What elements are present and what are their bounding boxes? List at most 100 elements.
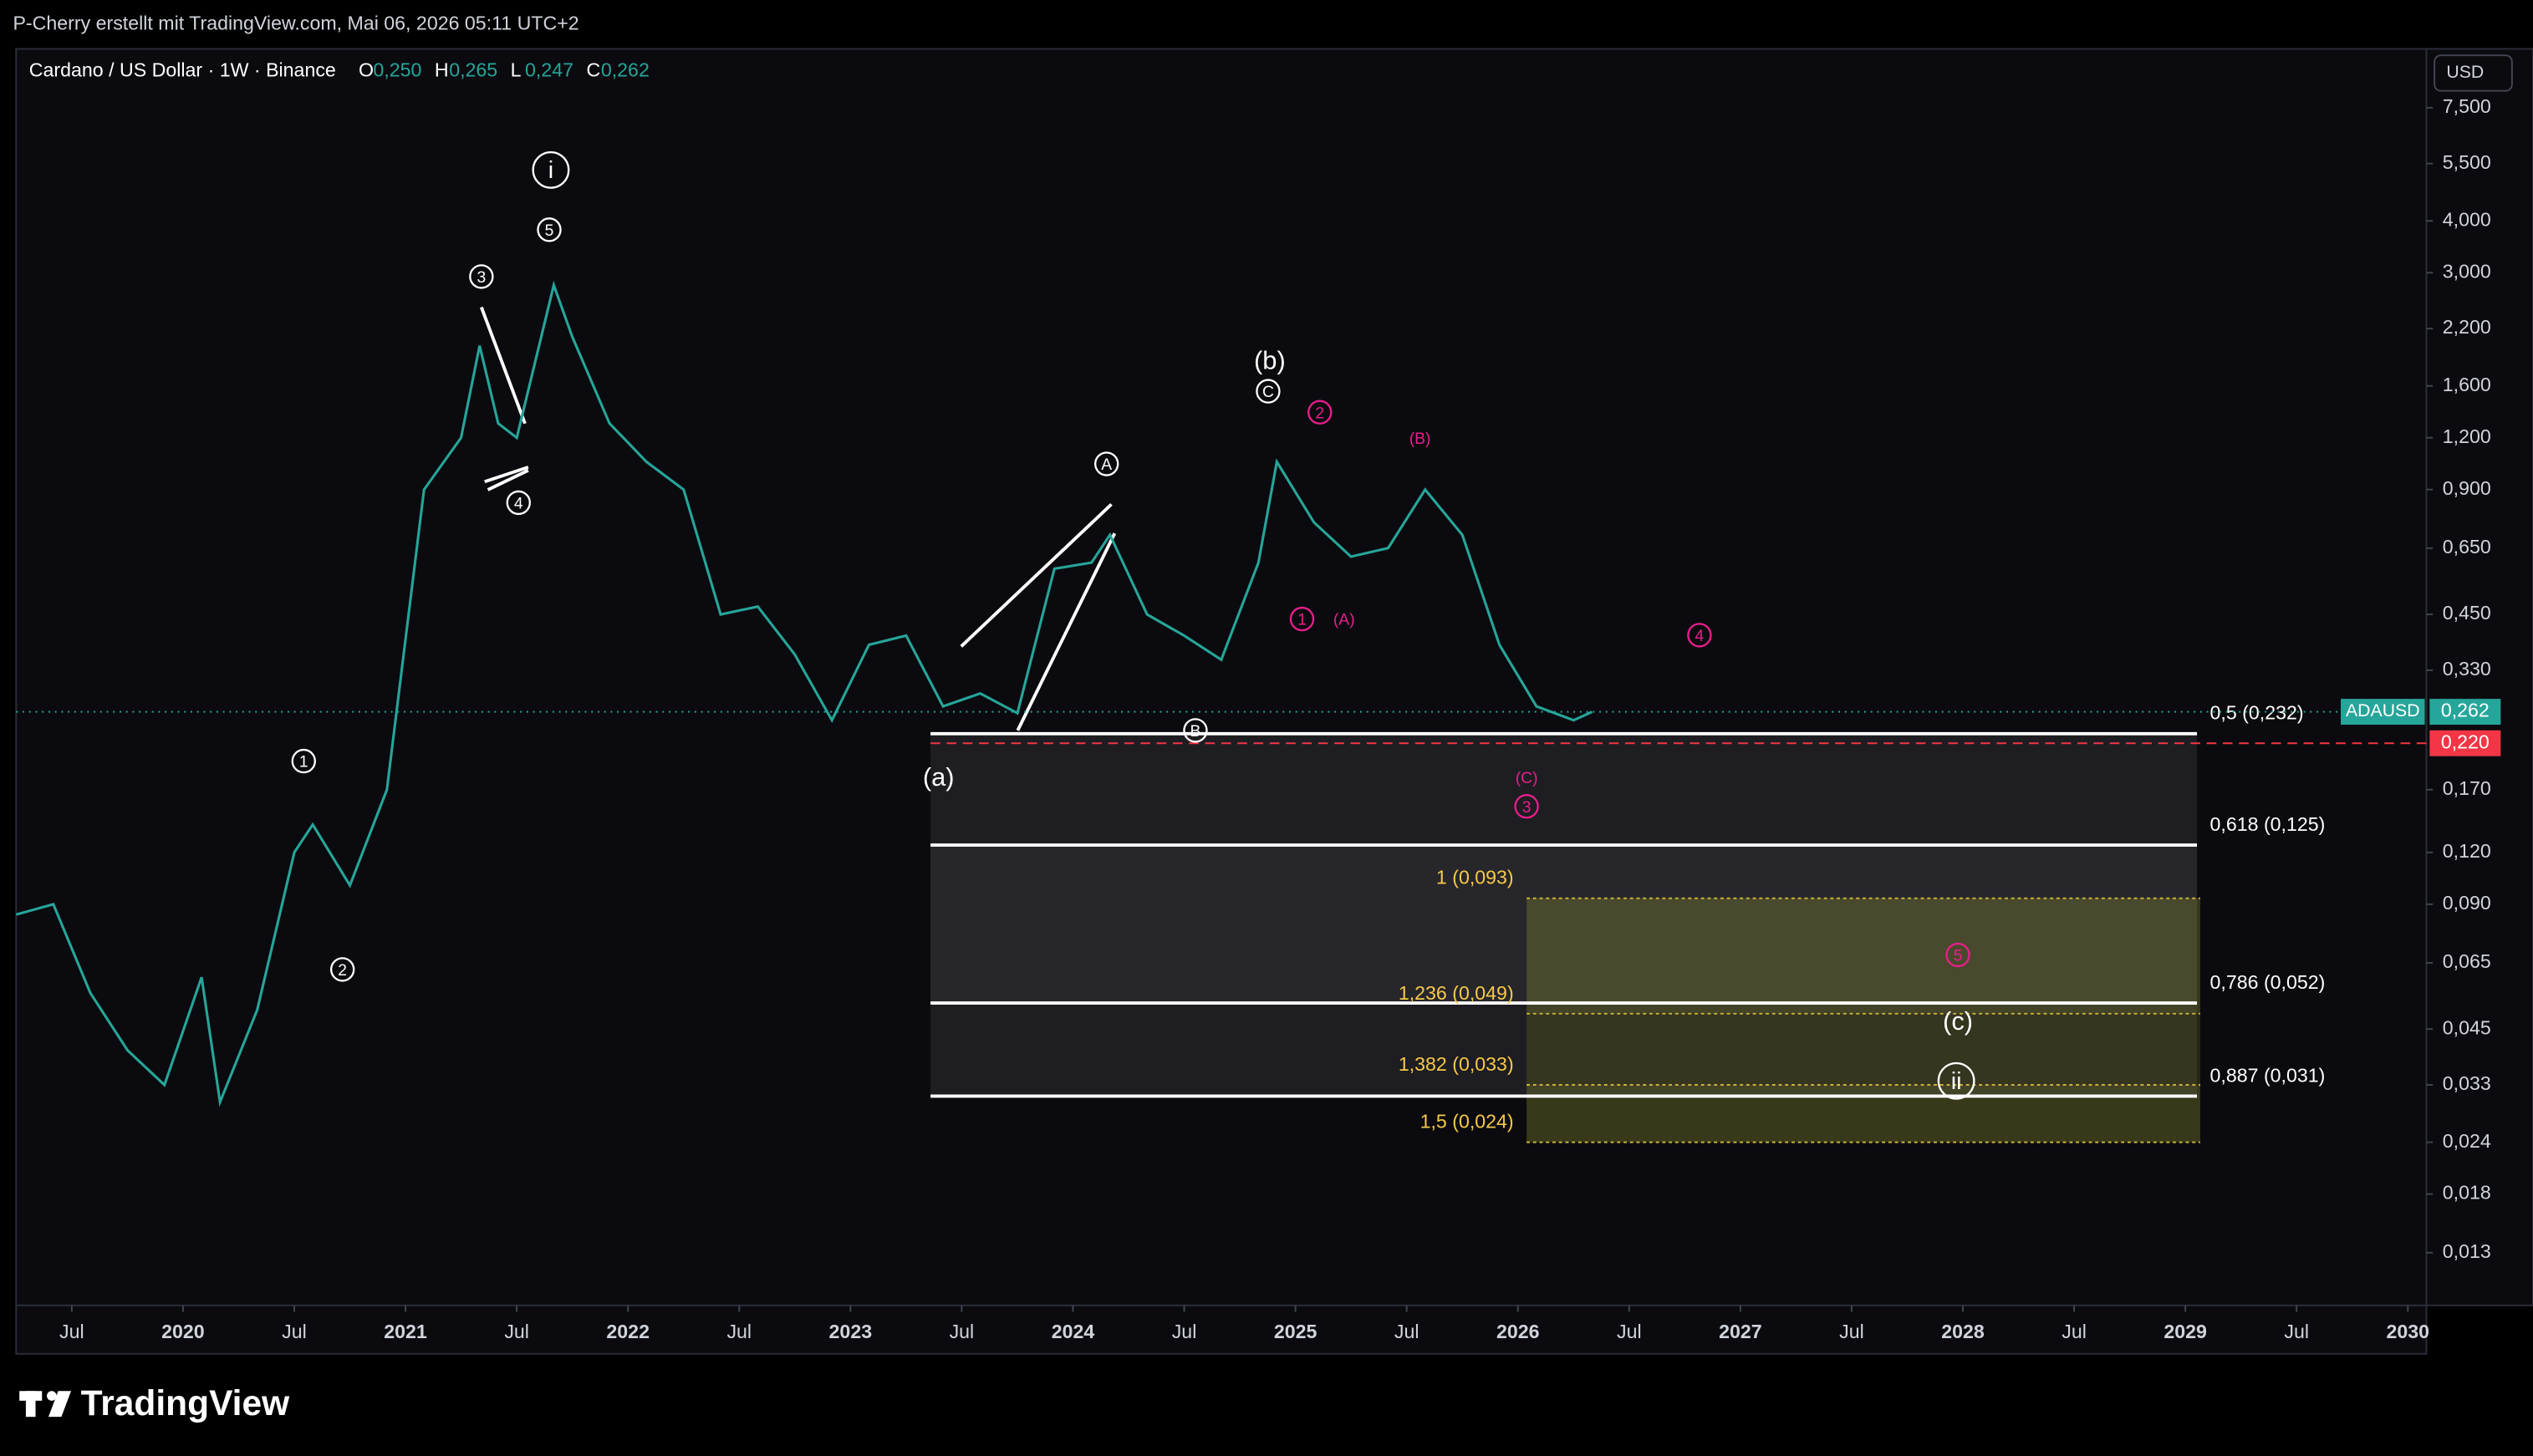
ohlc-key: O <box>359 59 374 81</box>
x-tick-label: 2030 <box>2387 1321 2430 1342</box>
x-tick-label: Jul <box>504 1321 529 1342</box>
brand: TradingView <box>81 1384 291 1423</box>
y-tick-label: 5,500 <box>2443 151 2491 173</box>
y-tick-label: 0,024 <box>2443 1130 2491 1152</box>
fib-label: 0,618 (0,125) <box>2210 813 2326 835</box>
wave-label: 4 <box>1695 628 1705 645</box>
fib-extension-label: 1,382 (0,033) <box>1399 1053 1514 1075</box>
x-tick-label: 2026 <box>1496 1321 1540 1342</box>
x-tick-label: 2029 <box>2163 1321 2207 1342</box>
alert-tag: 0,220 <box>2441 731 2490 752</box>
price-axis <box>2425 48 2533 1306</box>
fib-label: 0,887 (0,031) <box>2210 1064 2326 1086</box>
fib-extension-label: 1 (0,093) <box>1436 867 1514 888</box>
wave-label: 2 <box>1315 405 1324 422</box>
wave-circle <box>1945 942 1970 968</box>
ohlc-value: 0,262 <box>601 59 650 81</box>
wave-label: 3 <box>477 269 486 287</box>
y-tick-label: 0,450 <box>2443 602 2491 624</box>
x-tick-label: Jul <box>2062 1321 2087 1342</box>
y-tick-label: 0,330 <box>2443 658 2491 680</box>
wave-circle <box>1687 623 1712 648</box>
wave-label: (A) <box>1333 612 1355 629</box>
y-tick-label: 0,033 <box>2443 1072 2491 1094</box>
wave-label: ii <box>1951 1068 1962 1095</box>
x-tick-label: 2020 <box>161 1321 205 1342</box>
y-tick-label: 0,170 <box>2443 777 2491 799</box>
x-tick-label: Jul <box>950 1321 975 1342</box>
alert-tag-bg <box>2429 730 2501 756</box>
ohlc-value: 0,265 <box>449 59 497 81</box>
ohlc-key: H <box>435 59 449 81</box>
last-price-tag-bg <box>2429 699 2501 725</box>
fib-extension-zone <box>1526 898 2200 1014</box>
fib-zone <box>930 1003 2198 1097</box>
y-tick-label: 4,000 <box>2443 208 2491 230</box>
y-tick-label: 1,200 <box>2443 425 2491 447</box>
wave-label: (b) <box>1254 345 1286 374</box>
wave-label: 4 <box>514 495 523 512</box>
fib-zone <box>930 845 2198 1004</box>
x-tick-label: Jul <box>1172 1321 1197 1342</box>
wave-circle <box>1937 1061 1975 1100</box>
wave-label: (c) <box>1943 1006 1973 1036</box>
trend-line <box>960 502 1113 648</box>
logo <box>19 1391 72 1418</box>
x-tick-label: 2021 <box>384 1321 427 1342</box>
wave-label: i <box>548 157 553 184</box>
wave-circle <box>329 957 355 982</box>
wave-circle <box>1256 379 1281 404</box>
y-tick-label: 2,200 <box>2443 316 2491 338</box>
fib-extension-zone <box>1526 1085 2200 1143</box>
wave-circle <box>1289 606 1315 632</box>
time-axis <box>15 1304 2428 1355</box>
wave-circle <box>469 264 494 289</box>
wave-label: (C) <box>1516 770 1538 787</box>
wave-label: (a) <box>923 762 955 792</box>
wave-label: (B) <box>1409 430 1431 448</box>
wave-circle <box>532 150 570 189</box>
ohlc-key: L <box>511 59 522 81</box>
fib-zone <box>930 733 2198 846</box>
x-tick-label: Jul <box>726 1321 752 1342</box>
y-tick-label: 0,090 <box>2443 892 2491 914</box>
price-line <box>15 280 1593 1107</box>
wave-label: 3 <box>1522 799 1532 817</box>
y-tick-label: 0,900 <box>2443 477 2491 499</box>
ohlc-key: C <box>586 59 600 81</box>
y-tick-label: 0,650 <box>2443 536 2491 557</box>
currency-button[interactable] <box>2434 54 2513 92</box>
wave-circle <box>506 490 531 516</box>
wave-label: 1 <box>299 754 308 771</box>
y-tick-label: 0,065 <box>2443 950 2491 972</box>
wave-label: A <box>1101 456 1112 474</box>
y-tick-label: 7,500 <box>2443 95 2491 117</box>
wave-circle <box>537 217 562 242</box>
trend-line <box>484 466 529 484</box>
fib-label: 0,5 (0,232) <box>2210 702 2304 724</box>
wave-label: C <box>1262 384 1274 401</box>
trend-line <box>1016 532 1117 731</box>
ohlc-value: 0,247 <box>525 59 573 81</box>
wave-circle <box>1514 794 1539 819</box>
wave-label: B <box>1190 723 1201 741</box>
x-tick-label: Jul <box>1617 1321 1642 1342</box>
wave-label: 5 <box>545 222 554 240</box>
fib-extension-zone <box>1526 1013 2200 1086</box>
ohlc-value: 0,250 <box>373 59 421 81</box>
drawings <box>930 733 2200 1143</box>
x-tick-label: 2022 <box>606 1321 650 1342</box>
x-tick-label: 2023 <box>829 1321 873 1342</box>
x-tick-label: Jul <box>1394 1321 1419 1342</box>
trend-line <box>487 469 529 491</box>
symbol-tag: ADAUSD <box>2346 700 2420 720</box>
currency[interactable]: USD <box>2446 62 2484 82</box>
wave-circle <box>1183 718 1208 743</box>
x-tick-label: 2028 <box>1941 1321 1985 1342</box>
trend-line <box>480 306 527 425</box>
y-tick-label: 0,013 <box>2443 1240 2491 1262</box>
y-tick-label: 0,120 <box>2443 840 2491 862</box>
x-tick-label: Jul <box>1839 1321 1864 1342</box>
fib-label: 0,786 (0,052) <box>2210 971 2326 993</box>
